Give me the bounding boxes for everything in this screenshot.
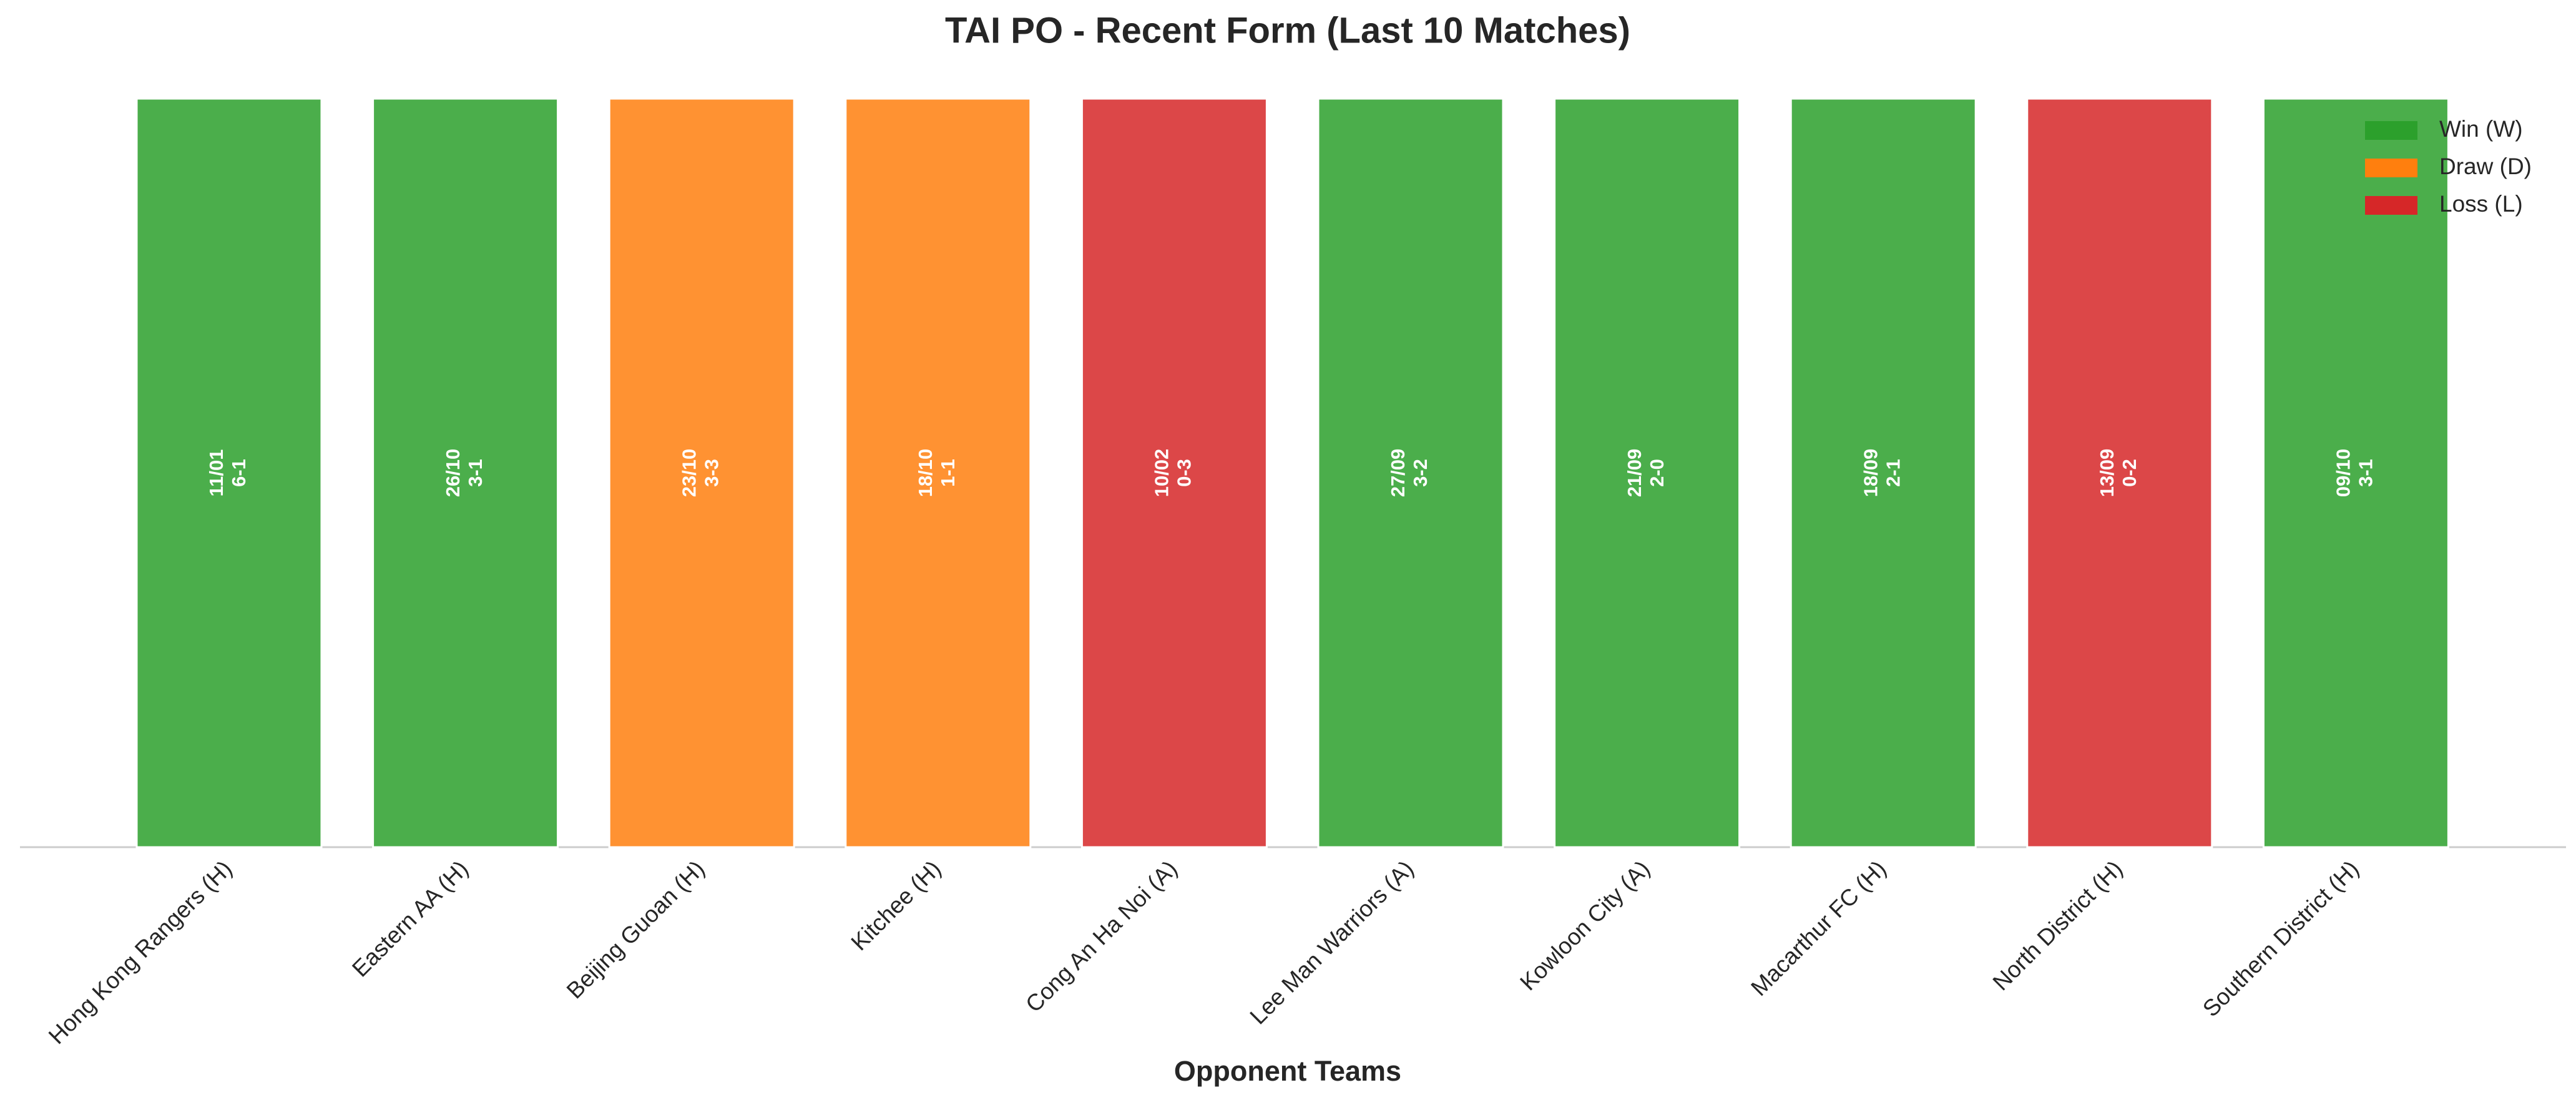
bar xyxy=(2262,97,2449,848)
bar-score-label: 3-1 xyxy=(464,459,486,487)
legend-label: Win (W) xyxy=(2439,116,2523,142)
x-tick-label: Kowloon City (A) xyxy=(1515,856,1655,996)
bar-score-label: 2-0 xyxy=(1646,459,1668,487)
x-tick-label: Kitchee (H) xyxy=(846,856,946,956)
bar xyxy=(372,97,559,848)
bar xyxy=(845,97,1032,848)
x-tick-label: Lee Man Warriors (A) xyxy=(1245,856,1418,1029)
bar-date-label: 18/10 xyxy=(914,449,936,498)
bar-date-label: 21/09 xyxy=(1623,449,1645,498)
bar-date-label: 09/10 xyxy=(2333,449,2354,498)
bar xyxy=(2026,97,2213,848)
bar-date-label: 26/10 xyxy=(442,449,464,498)
x-tick-label: North District (H) xyxy=(1988,856,2128,996)
bar-score-label: 3-2 xyxy=(1409,459,1431,487)
bar-date-label: 18/09 xyxy=(1859,449,1881,498)
bar-score-label: 2-1 xyxy=(1882,459,1904,487)
legend-label: Draw (D) xyxy=(2439,154,2532,179)
bar xyxy=(1554,97,1741,848)
legend-swatch xyxy=(2365,121,2417,140)
x-axis-label: Opponent Teams xyxy=(1174,1055,1401,1087)
bar-score-label: 3-3 xyxy=(700,459,722,487)
legend-label: Loss (L) xyxy=(2439,191,2523,217)
bar-score-label: 0-3 xyxy=(1173,459,1195,487)
x-tick-label: Eastern AA (H) xyxy=(347,856,473,982)
legend-swatch xyxy=(2365,159,2417,177)
bar xyxy=(1080,97,1268,848)
bar-date-label: 11/01 xyxy=(205,449,227,497)
bar xyxy=(135,97,323,848)
bar-date-label: 23/10 xyxy=(678,449,700,498)
x-tick-label: Beijing Guoan (H) xyxy=(562,856,710,1004)
x-tick-label: Southern District (H) xyxy=(2198,856,2364,1022)
x-tick-label: Macarthur FC (H) xyxy=(1746,856,1891,1001)
bar xyxy=(1317,97,1504,848)
bar-score-label: 3-1 xyxy=(2355,459,2377,487)
bar-date-label: 13/09 xyxy=(2096,449,2118,498)
bar-date-label: 10/02 xyxy=(1151,449,1173,498)
bar xyxy=(608,97,795,848)
bar-score-label: 1-1 xyxy=(937,459,959,487)
bar-score-label: 6-1 xyxy=(228,459,250,487)
bar-score-label: 0-2 xyxy=(2118,459,2140,487)
bar-date-label: 27/09 xyxy=(1387,449,1409,498)
x-tick-label: Cong An Ha Noi (A) xyxy=(1021,856,1182,1018)
chart-title: TAI PO - Recent Form (Last 10 Matches) xyxy=(945,10,1630,51)
x-tick-label: Hong Kong Rangers (H) xyxy=(44,856,237,1049)
bar xyxy=(1790,97,1977,848)
legend-swatch xyxy=(2365,196,2417,215)
